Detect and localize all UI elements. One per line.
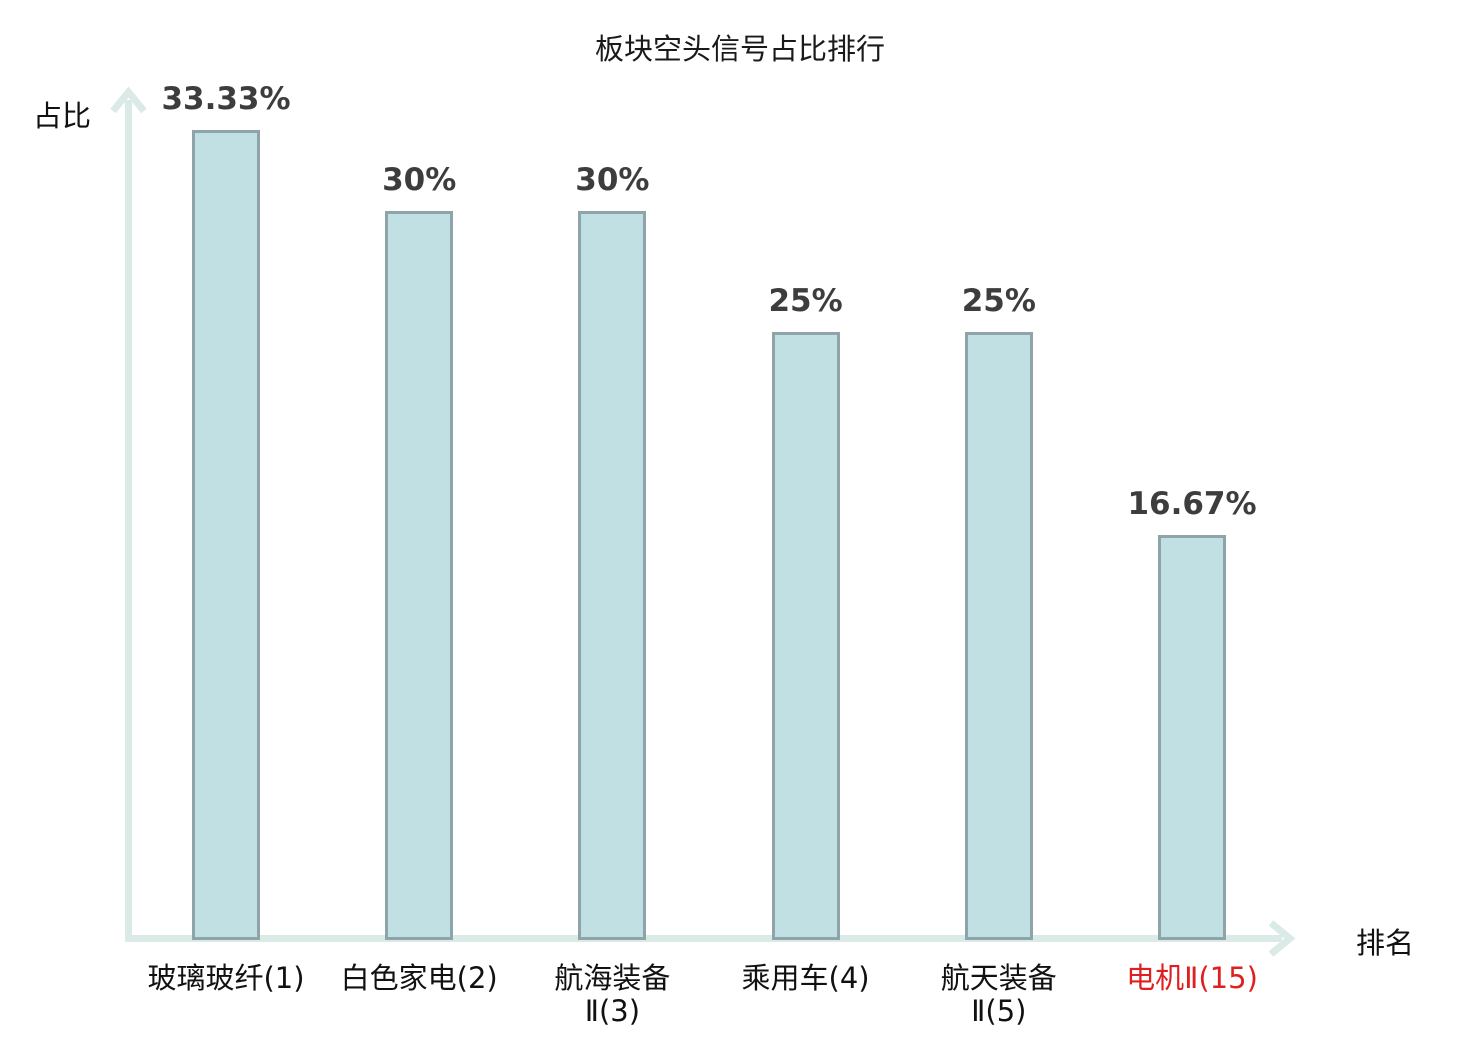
- category-label-line: 乘用车(4): [741, 961, 870, 995]
- bar-category-label-1: 玻璃玻纤(1): [96, 962, 356, 995]
- bar-6: [1158, 535, 1226, 940]
- bar-value-label-6: 16.67%: [1127, 486, 1257, 522]
- bar-2: [385, 211, 454, 940]
- bar-value-label-3: 30%: [575, 162, 650, 198]
- bar-5: [964, 332, 1033, 940]
- bar-value-label-2: 30%: [382, 162, 457, 198]
- bar-value-label-5: 25%: [961, 283, 1036, 319]
- x-axis-arrow-icon: [1268, 920, 1296, 957]
- bar-1: [192, 130, 260, 940]
- bar-4: [771, 332, 840, 940]
- category-label-line: Ⅱ(3): [584, 994, 641, 1028]
- bar-category-label-4: 乘用车(4): [676, 962, 936, 995]
- bar-category-label-6: 电机Ⅱ(15): [1062, 962, 1322, 995]
- y-axis-label: 占比: [33, 99, 92, 133]
- bar-category-label-5: 航天装备 Ⅱ(5): [869, 962, 1129, 1028]
- x-axis-label: 排名: [1356, 926, 1415, 960]
- category-label-line: 航海装备: [554, 961, 671, 995]
- bar-value-label-1: 33.33%: [161, 81, 291, 117]
- bar-category-label-2: 白色家电(2): [289, 962, 549, 995]
- category-label-line: 玻璃玻纤(1): [147, 961, 305, 995]
- bar-category-label-3: 航海装备 Ⅱ(3): [482, 962, 742, 1028]
- bar-value-label-4: 25%: [768, 283, 843, 319]
- chart-title: 板块空头信号占比排行: [594, 32, 885, 66]
- category-label-line: Ⅱ(5): [971, 994, 1027, 1028]
- category-label-line: 电机Ⅱ(15): [1126, 961, 1258, 995]
- category-label-line: 航天装备: [940, 961, 1057, 995]
- category-label-line: 白色家电(2): [340, 961, 498, 995]
- bar-3: [578, 211, 647, 940]
